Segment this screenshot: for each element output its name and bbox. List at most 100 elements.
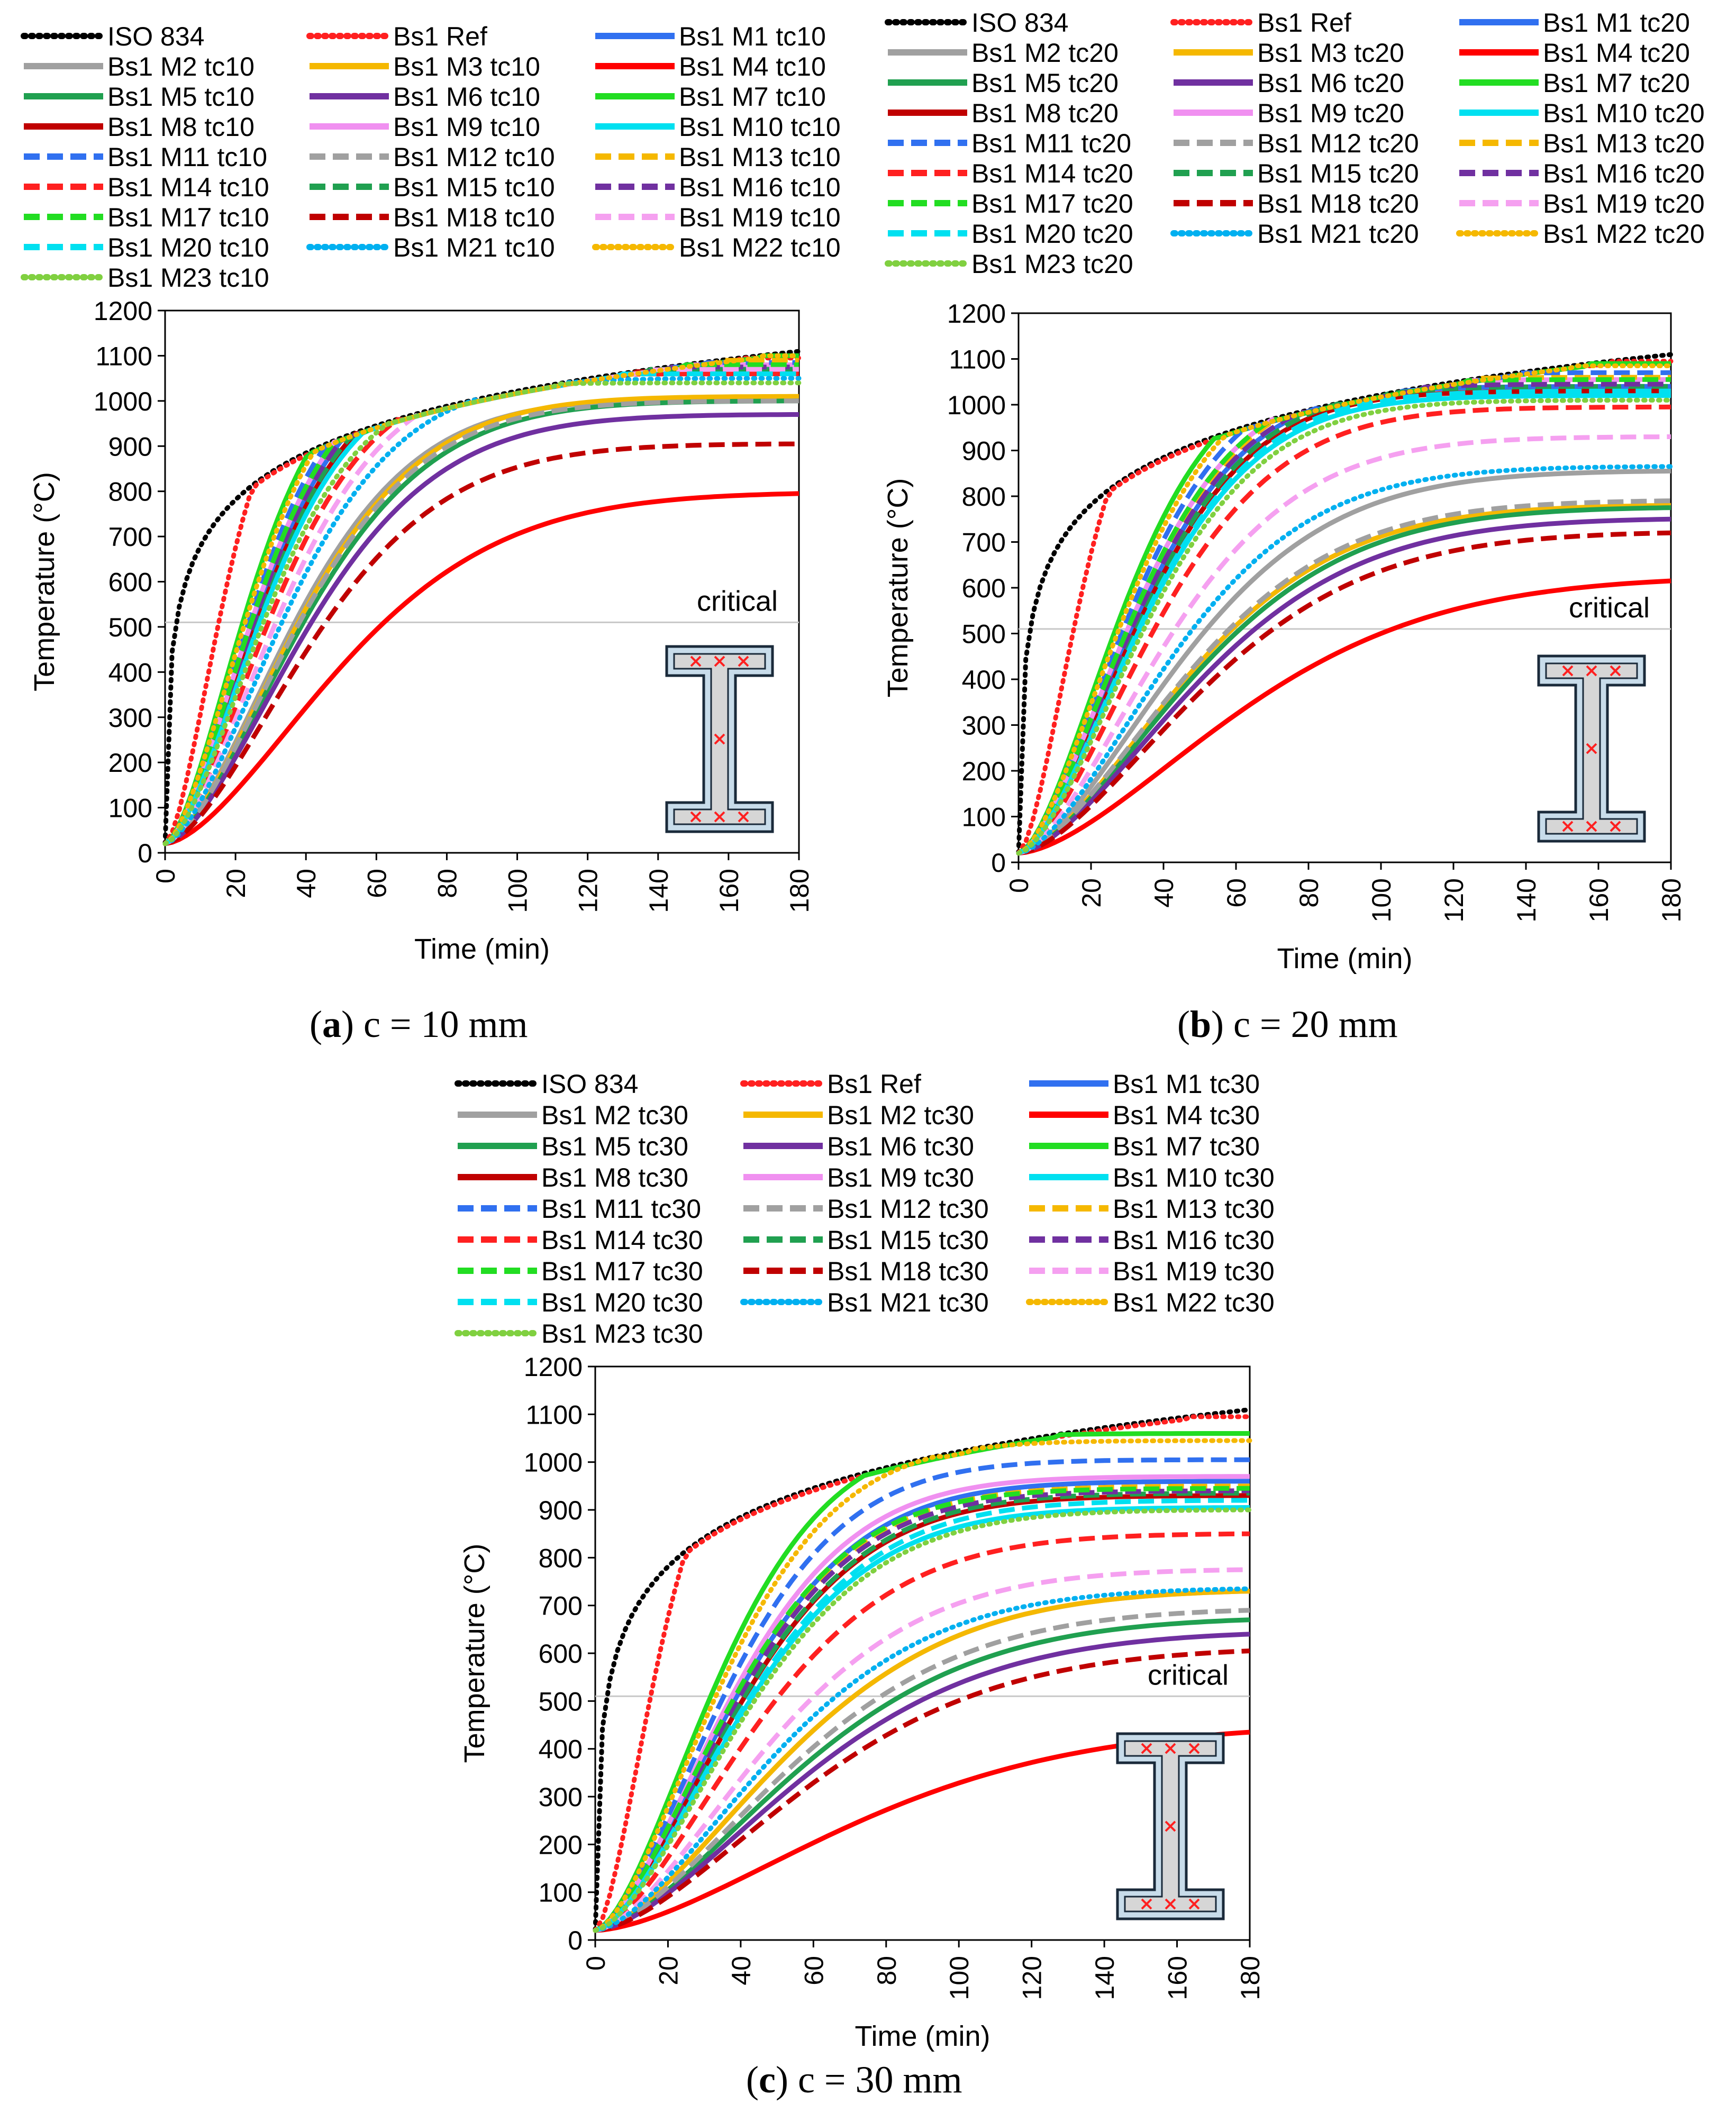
series-line	[1017, 468, 1671, 856]
y-tick-label: 600	[539, 1639, 583, 1669]
legend-label: Bs1 M18 tc20	[1257, 189, 1419, 218]
legend-label: Bs1 M12 tc30	[827, 1194, 989, 1224]
x-axis-title: Time (min)	[855, 2020, 990, 2052]
x-tick-label: 100	[503, 869, 533, 913]
y-tick-label: 0	[991, 848, 1006, 878]
legend-label: Bs1 M23 tc30	[541, 1319, 703, 1349]
series-line	[1018, 516, 1671, 856]
thermocouple-mark	[738, 811, 749, 823]
series-line	[594, 1431, 1250, 1933]
thermocouple-mark	[1188, 1743, 1200, 1754]
y-tick-label: 0	[568, 1926, 583, 1955]
y-tick-label: 1100	[95, 341, 152, 371]
series-line	[1017, 393, 1671, 855]
y-tick-label: 1100	[525, 1400, 583, 1429]
legend-label: Bs1 M5 tc30	[541, 1132, 688, 1161]
x-tick-label: 180	[1657, 878, 1686, 922]
legend-label: Bs1 M10 tc10	[679, 112, 841, 142]
y-tick-label: 800	[539, 1543, 583, 1573]
y-tick-label: 1100	[949, 345, 1006, 375]
x-tick-label: 20	[653, 1956, 683, 1986]
series-line	[1017, 388, 1671, 855]
series-line	[595, 1589, 1250, 1933]
legend-label: Bs1 M6 tc20	[1257, 68, 1404, 98]
legend-label: Bs1 M8 tc30	[541, 1163, 688, 1192]
legend-label: Bs1 Ref	[393, 22, 487, 51]
x-tick-label: 0	[1004, 878, 1034, 893]
series-line	[164, 398, 799, 846]
legend-label: Bs1 M17 tc30	[541, 1256, 703, 1286]
y-tick-label: 700	[539, 1591, 583, 1621]
legend-label: Bs1 M17 tc10	[107, 203, 269, 232]
series-line	[165, 491, 799, 846]
chart-panel-a: ISO 834 Bs1 Ref Bs1 M1 tc10 Bs1 M2 tc10 Bs1 …	[21, 22, 841, 965]
y-tick-label: 400	[962, 665, 1006, 695]
legend-label: Bs1 M23 tc10	[107, 263, 269, 293]
series-line	[1016, 363, 1674, 856]
x-tick-label: 140	[644, 869, 674, 913]
y-tick-label: 1200	[94, 296, 152, 326]
legend-label: Bs1 M14 tc20	[971, 159, 1133, 188]
legend-label: Bs1 M10 tc20	[1543, 98, 1705, 128]
legend-label: Bs1 M4 tc20	[1543, 38, 1690, 68]
y-tick-label: 900	[108, 432, 152, 461]
caption-a: (a) c = 10 mm	[310, 1003, 528, 1045]
legend-label: Bs1 M7 tc20	[1543, 68, 1690, 98]
x-tick-label: 120	[1017, 1956, 1047, 2000]
series-line	[1018, 578, 1671, 856]
thermocouple-mark	[1165, 1820, 1176, 1832]
legend-label: Bs1 M21 tc20	[1257, 219, 1419, 249]
thermocouple-mark	[1610, 821, 1621, 832]
legend-label: Bs1 M23 tc20	[971, 249, 1133, 279]
legend-label: Bs1 M20 tc30	[541, 1288, 703, 1317]
legend-label: Bs1 M2 tc10	[107, 52, 255, 81]
series-line	[1018, 505, 1671, 856]
critical-label: critical	[1148, 1659, 1229, 1691]
y-tick-label: 500	[539, 1687, 583, 1716]
thermocouple-mark	[1586, 821, 1597, 832]
thermocouple-mark	[1141, 1743, 1152, 1754]
y-tick-label: 700	[962, 528, 1006, 558]
legend-label: Bs1 M6 tc30	[827, 1132, 974, 1161]
legend-label: Bs1 M21 tc30	[827, 1288, 989, 1317]
series-line	[594, 1490, 1250, 1933]
series-line	[1017, 381, 1671, 855]
y-tick-label: 800	[108, 477, 152, 507]
series-line	[164, 412, 799, 846]
beam-section-icon	[665, 645, 774, 833]
x-tick-label: 100	[1367, 878, 1396, 922]
thermocouple-mark	[1610, 665, 1621, 677]
y-tick-label: 900	[962, 436, 1006, 466]
series-line	[1016, 397, 1674, 856]
thermocouple-mark	[714, 655, 725, 667]
legend-label: Bs1 M6 tc10	[393, 82, 540, 112]
thermocouple-mark	[1141, 1898, 1152, 1910]
series-line	[1017, 404, 1671, 855]
y-tick-label: 600	[962, 573, 1006, 603]
beam-section-icon	[1116, 1732, 1225, 1920]
x-tick-label: 120	[574, 869, 603, 913]
legend-label: Bs1 M9 tc20	[1257, 98, 1404, 128]
legend-label: Bs1 M2 tc30	[541, 1100, 688, 1130]
thermocouple-mark	[714, 733, 725, 745]
series-line	[593, 1438, 1252, 1933]
legend-label: Bs1 M4 tc30	[1113, 1100, 1260, 1130]
y-tick-label: 100	[539, 1878, 583, 1908]
x-tick-label: 100	[944, 1956, 974, 2000]
y-tick-label: 400	[539, 1735, 583, 1764]
legend-label: Bs1 M1 tc10	[679, 22, 826, 51]
x-tick-label: 180	[1235, 1956, 1265, 2000]
legend-label: Bs1 M8 tc20	[971, 98, 1119, 128]
x-tick-label: 180	[785, 869, 814, 913]
series-line	[594, 1531, 1250, 1933]
legend-label: ISO 834	[107, 22, 204, 51]
legend-label: Bs1 M7 tc30	[1113, 1132, 1260, 1161]
x-tick-label: 20	[221, 869, 251, 898]
thermocouple-mark	[1165, 1743, 1176, 1754]
legend-label: Bs1 M12 tc20	[1257, 129, 1419, 158]
legend-label: Bs1 Ref	[1257, 8, 1351, 38]
legend-label: ISO 834	[541, 1069, 638, 1099]
series-line	[594, 1486, 1250, 1933]
